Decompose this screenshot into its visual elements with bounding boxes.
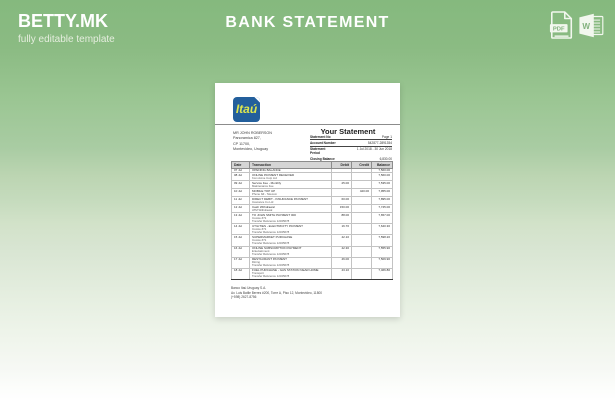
svg-text:PDF: PDF (553, 27, 565, 33)
svg-text:W: W (582, 22, 590, 31)
